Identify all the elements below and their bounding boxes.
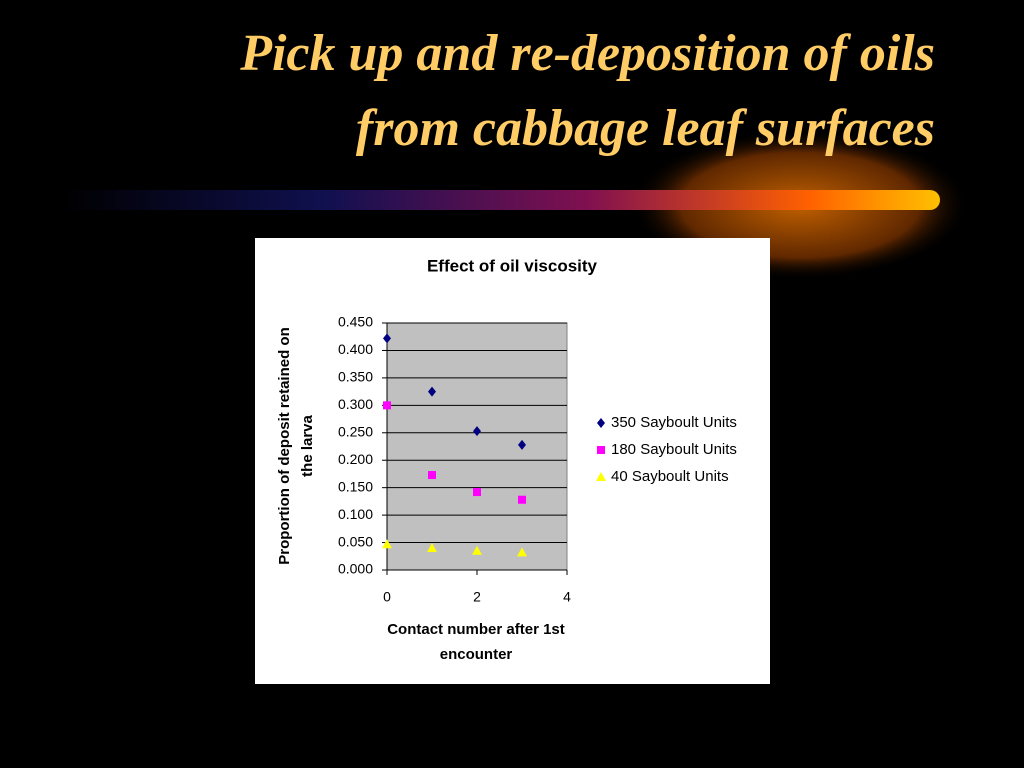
decor-bar — [60, 190, 940, 210]
slide-title: Pick up and re-deposition of oils — [239, 25, 935, 82]
x-axis-label: encounter — [440, 646, 513, 663]
marker — [518, 439, 526, 450]
marker — [428, 471, 436, 480]
slide-title: from cabbage leaf surfaces — [356, 100, 935, 157]
y-axis-label: the larva — [299, 414, 316, 476]
y-tick-label: 0.100 — [338, 506, 373, 522]
marker — [473, 488, 481, 497]
legend-label: 350 Sayboult Units — [611, 414, 737, 431]
marker — [473, 426, 481, 437]
marker — [383, 333, 391, 344]
marker — [517, 547, 527, 557]
legend-label: 40 Sayboult Units — [611, 468, 729, 485]
marker — [428, 386, 436, 397]
x-tick-label: 0 — [383, 589, 391, 605]
legend-label: 180 Sayboult Units — [611, 441, 737, 458]
y-tick-label: 0.400 — [338, 341, 373, 357]
marker — [383, 401, 391, 410]
chart-title: Effect of oil viscosity — [427, 256, 598, 275]
marker — [518, 495, 526, 504]
marker — [596, 472, 606, 481]
y-axis-label: Proportion of deposit retained on — [276, 327, 293, 565]
marker — [427, 543, 437, 553]
y-tick-label: 0.450 — [338, 314, 373, 330]
x-tick-label: 2 — [473, 589, 481, 605]
marker — [597, 446, 605, 454]
x-axis-label: Contact number after 1st — [387, 621, 565, 638]
marker — [382, 539, 392, 549]
y-tick-label: 0.150 — [338, 478, 373, 494]
x-tick-label: 4 — [563, 589, 571, 605]
y-tick-label: 0.050 — [338, 533, 373, 549]
y-tick-label: 0.350 — [338, 369, 373, 385]
plot-area — [386, 322, 568, 571]
y-tick-label: 0.000 — [338, 561, 373, 577]
y-tick-label: 0.300 — [338, 396, 373, 412]
marker — [597, 418, 605, 428]
marker — [472, 545, 482, 555]
y-tick-label: 0.250 — [338, 423, 373, 439]
y-tick-label: 0.200 — [338, 451, 373, 467]
